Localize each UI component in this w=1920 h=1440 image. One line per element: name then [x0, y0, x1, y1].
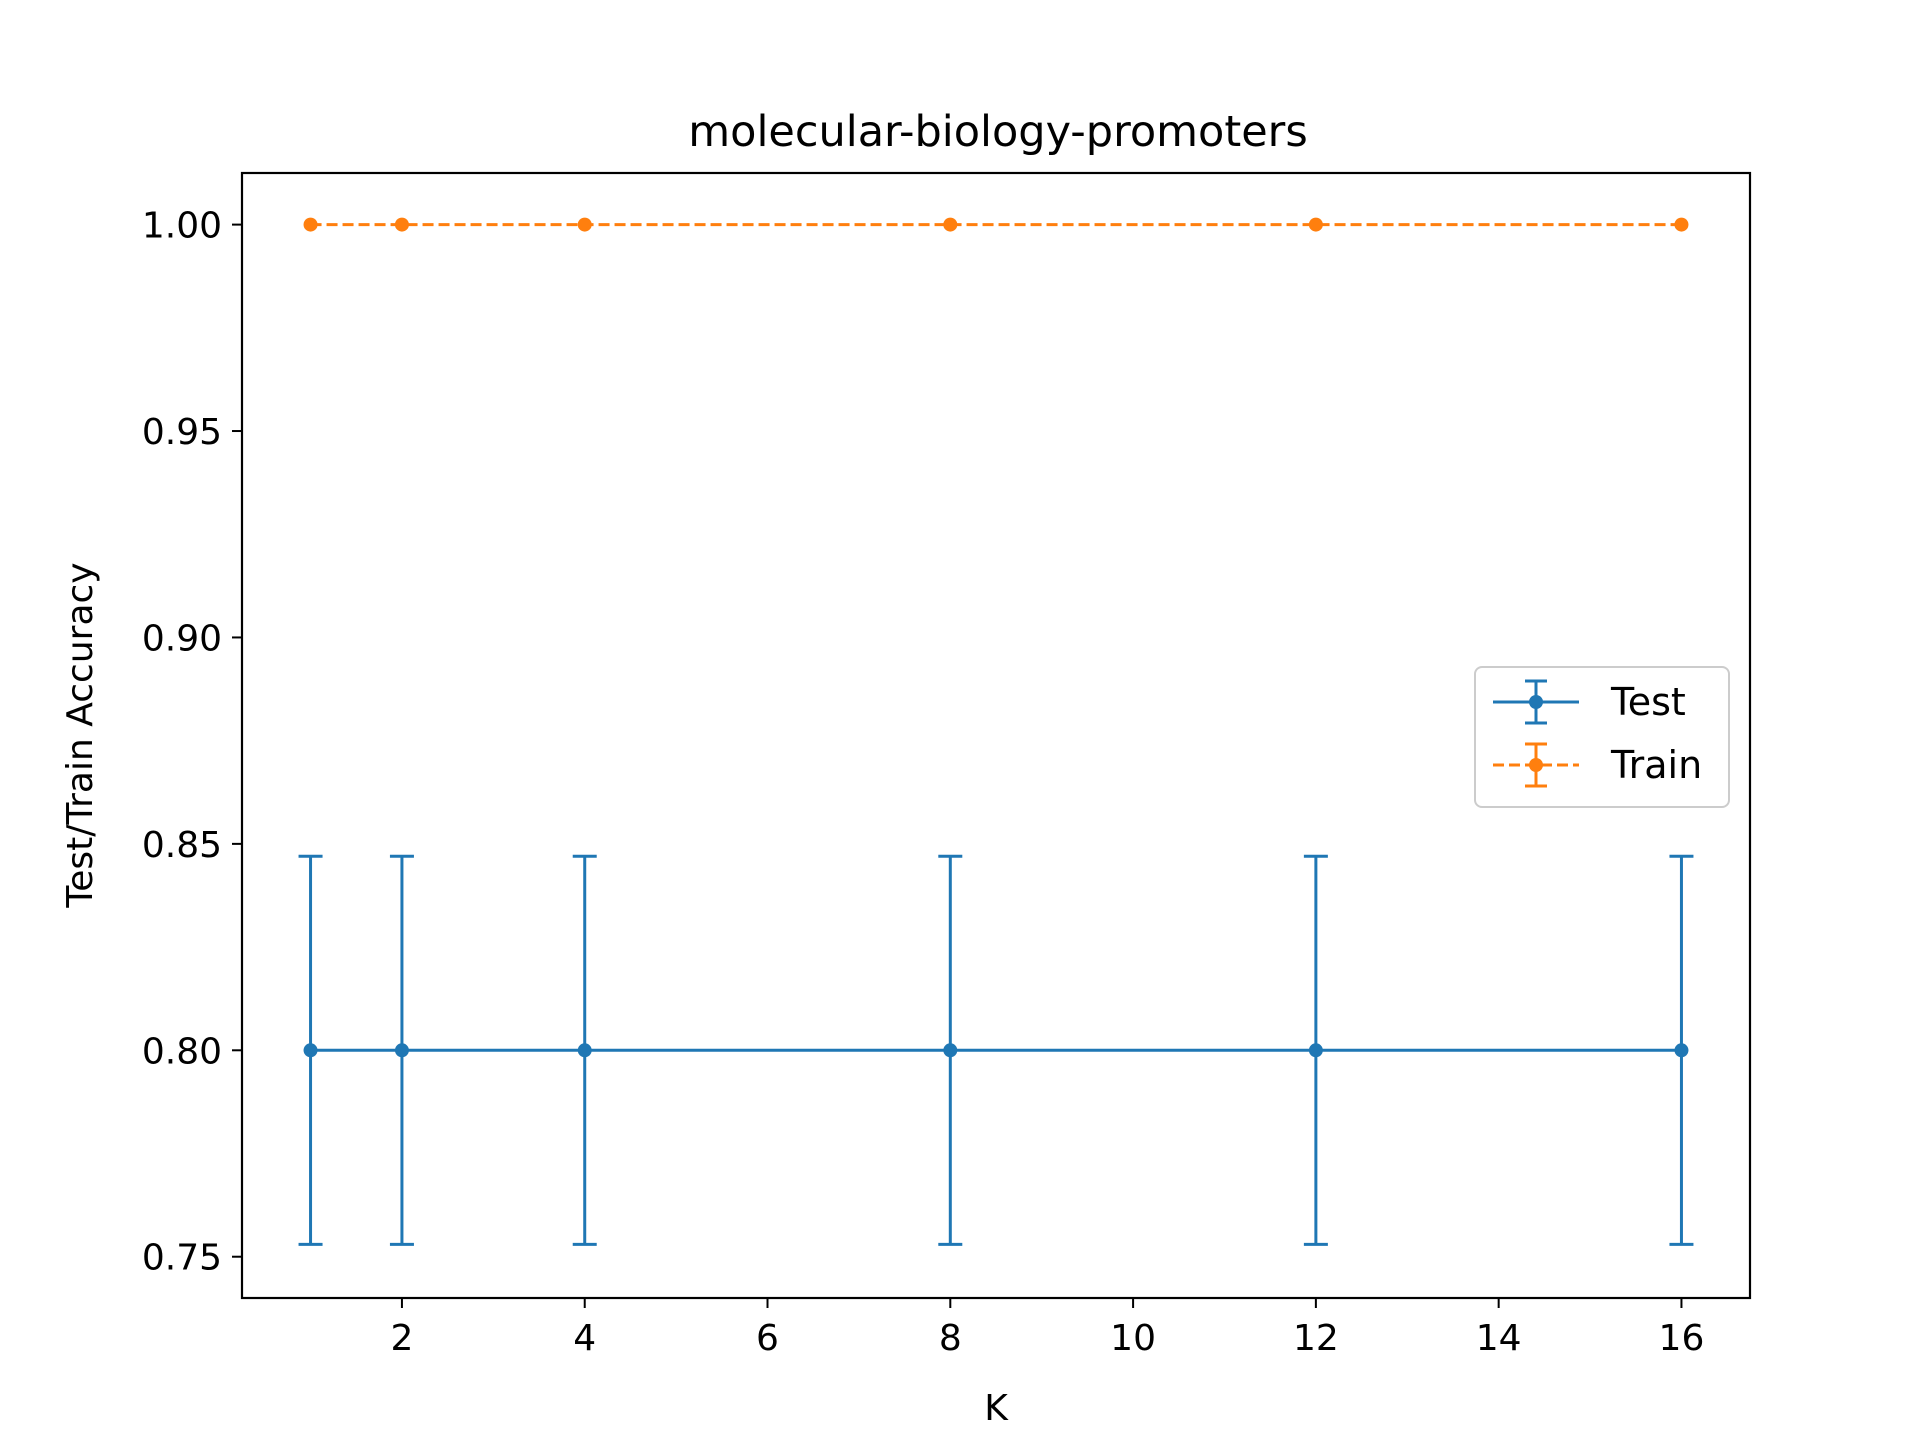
chart-title: molecular-biology-promoters: [688, 107, 1307, 157]
x-tick-label: 12: [1293, 1318, 1339, 1359]
legend-swatch-train: [1493, 742, 1579, 788]
data-point-train: [1674, 217, 1689, 232]
y-axis-label: Test/Train Accuracy: [60, 562, 101, 908]
y-tick-label: 1.00: [142, 206, 222, 247]
axis-ticks: 2 4 6 8 10 12 14 16 0.75 0.80 0.85 0.90 0.95 1.00: [142, 206, 1705, 1359]
x-tick-label: 8: [939, 1318, 962, 1359]
legend-label-train: Train: [1610, 743, 1702, 787]
x-tick-label: 14: [1476, 1318, 1522, 1359]
data-point-train: [1308, 217, 1323, 232]
x-tick-label: 6: [756, 1318, 779, 1359]
y-tick-label: 0.85: [142, 825, 222, 866]
y-tick-label: 0.90: [142, 618, 222, 659]
data-point-train: [394, 217, 409, 232]
data-point-test: [1308, 1043, 1323, 1058]
data-point-test: [394, 1043, 409, 1058]
data-point-train: [577, 217, 592, 232]
x-tick-label: 16: [1659, 1318, 1705, 1359]
data-point-train: [943, 217, 958, 232]
y-tick-label: 0.80: [142, 1031, 222, 1072]
series-train: [303, 217, 1689, 232]
plot-frame: [240, 171, 1752, 1300]
plot-marks: [298, 217, 1694, 1246]
legend-label-test: Test: [1610, 680, 1686, 724]
data-point-test: [1674, 1043, 1689, 1058]
x-axis-label: K: [984, 1388, 1009, 1429]
y-tick-label: 0.95: [142, 412, 222, 453]
data-point-test: [303, 1043, 318, 1058]
legend: Test Train: [1474, 666, 1730, 808]
x-tick-label: 2: [390, 1318, 413, 1359]
legend-swatch-test: [1493, 679, 1579, 725]
series-test: [298, 854, 1694, 1246]
y-tick-label: 0.75: [142, 1238, 222, 1279]
data-point-test: [943, 1043, 958, 1058]
x-tick-label: 10: [1110, 1318, 1156, 1359]
data-point-test: [577, 1043, 592, 1058]
x-tick-label: 4: [573, 1318, 596, 1359]
data-point-train: [303, 217, 318, 232]
